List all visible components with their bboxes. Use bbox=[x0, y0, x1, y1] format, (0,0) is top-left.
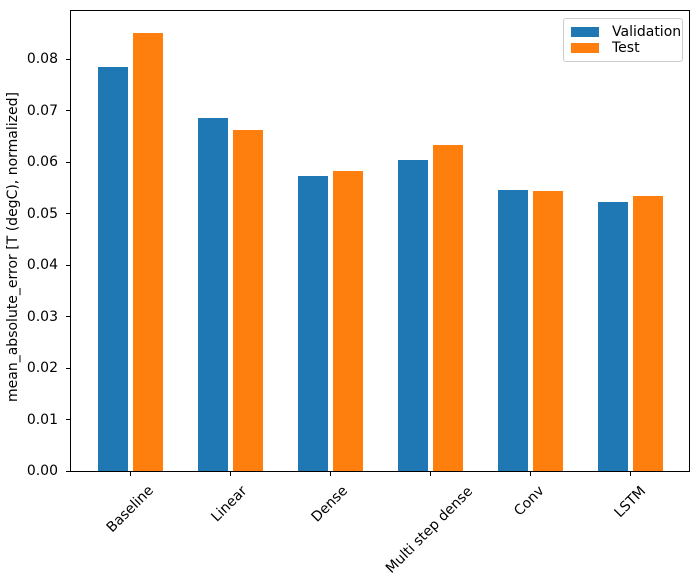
legend-swatch-validation-icon bbox=[571, 27, 599, 37]
bar-validation-dense bbox=[297, 176, 328, 471]
bar-test-conv bbox=[532, 190, 563, 471]
y-tick-label: 0.05 bbox=[26, 205, 58, 222]
plot-area bbox=[70, 10, 690, 472]
bar-test-baseline bbox=[132, 32, 163, 471]
y-tick-mark bbox=[66, 110, 70, 112]
x-tick-mark bbox=[329, 472, 331, 476]
bar-test-linear bbox=[232, 129, 263, 471]
y-tick-mark bbox=[66, 470, 70, 472]
legend-swatch-test-icon bbox=[571, 43, 599, 53]
y-axis-label: mean_absolute_error [T (degC), normalize… bbox=[5, 92, 21, 402]
x-tick-label-dense: Dense bbox=[308, 482, 352, 526]
legend-entry-test: Test bbox=[571, 40, 675, 56]
y-tick-label: 0.03 bbox=[26, 308, 58, 325]
y-tick-mark bbox=[66, 367, 70, 369]
y-tick-label: 0.07 bbox=[26, 102, 58, 119]
legend-entry-validation: Validation bbox=[571, 24, 681, 40]
bar-validation-lstm bbox=[597, 202, 628, 471]
y-tick-mark bbox=[66, 58, 70, 60]
y-tick-mark bbox=[66, 264, 70, 266]
x-tick-mark bbox=[629, 472, 631, 476]
x-tick-mark bbox=[129, 472, 131, 476]
legend-label-validation: Validation bbox=[612, 24, 682, 40]
y-tick-label: 0.04 bbox=[26, 257, 58, 274]
bar-validation-baseline bbox=[97, 67, 128, 471]
x-tick-mark bbox=[429, 472, 431, 476]
x-tick-label-conv: Conv bbox=[511, 483, 548, 520]
y-tick-mark bbox=[66, 316, 70, 318]
y-tick-label: 0.00 bbox=[26, 463, 58, 479]
bar-test-lstm bbox=[632, 196, 663, 471]
y-tick-label: 0.08 bbox=[26, 51, 58, 68]
bar-validation-multi-step-dense bbox=[397, 159, 428, 471]
bar-validation-conv bbox=[497, 189, 528, 471]
y-tick-mark bbox=[66, 419, 70, 420]
y-tick-label: 0.01 bbox=[26, 411, 58, 428]
legend: Validation Test bbox=[563, 18, 683, 62]
bar-test-dense bbox=[332, 170, 363, 471]
bar-validation-linear bbox=[197, 117, 228, 471]
x-tick-mark bbox=[529, 472, 531, 476]
legend-label-test: Test bbox=[612, 40, 640, 56]
x-tick-label-lstm: LSTM bbox=[610, 482, 649, 521]
y-tick-label: 0.06 bbox=[26, 154, 58, 171]
x-tick-label-linear: Linear bbox=[208, 483, 251, 526]
bar-test-multi-step-dense bbox=[432, 144, 463, 471]
y-tick-label: 0.02 bbox=[26, 360, 58, 377]
y-tick-mark bbox=[66, 161, 70, 163]
y-tick-mark bbox=[66, 213, 70, 215]
x-tick-label-multi-step-dense: Multi step dense bbox=[382, 483, 477, 577]
x-tick-label-baseline: Baseline bbox=[103, 482, 157, 537]
x-tick-mark bbox=[229, 472, 231, 476]
